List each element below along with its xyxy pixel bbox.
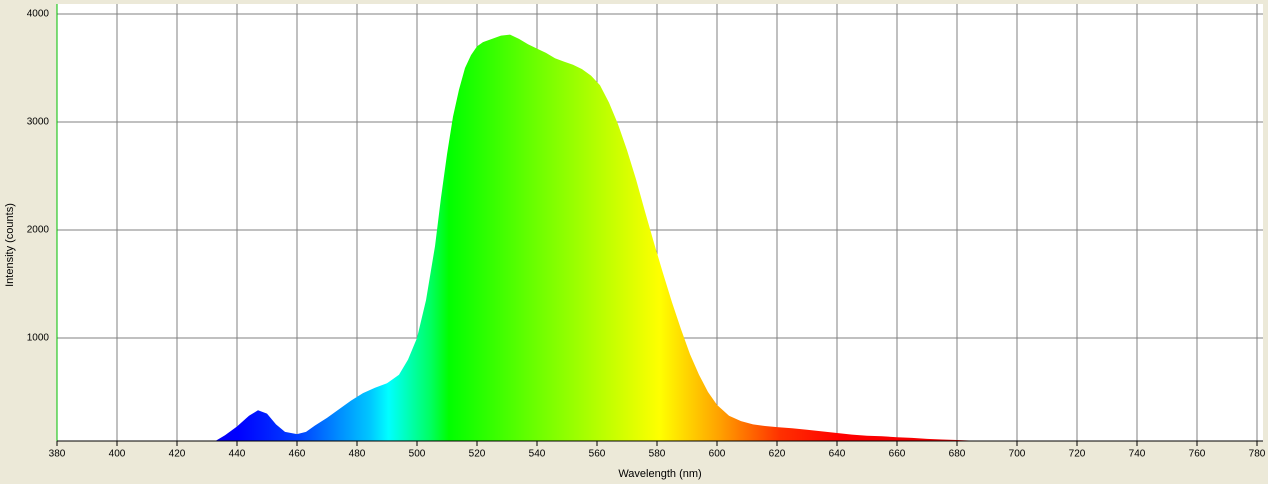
y-tick-label: 1000: [27, 333, 50, 344]
x-tick-label: 380: [49, 449, 66, 460]
x-tick-label: 680: [949, 449, 966, 460]
x-tick-label: 580: [649, 449, 666, 460]
x-tick-label: 660: [889, 449, 906, 460]
x-tick-label: 600: [709, 449, 726, 460]
spectrum-area: [216, 34, 972, 441]
y-axis-label: Intensity (counts): [4, 203, 16, 287]
x-tick-label: 740: [1129, 449, 1146, 460]
x-tick-label: 540: [529, 449, 546, 460]
x-tick-label: 500: [409, 449, 426, 460]
x-tick-label: 400: [109, 449, 126, 460]
x-tick-label: 700: [1009, 449, 1026, 460]
y-tick-label: 3000: [27, 117, 50, 128]
x-tick-label: 560: [589, 449, 606, 460]
x-tick-label: 440: [229, 449, 246, 460]
x-tick-label: 480: [349, 449, 366, 460]
y-tick-label: 4000: [27, 9, 50, 20]
x-tick-label: 420: [169, 449, 186, 460]
x-tick-label: 720: [1069, 449, 1086, 460]
x-tick-label: 780: [1249, 449, 1266, 460]
x-tick-label: 460: [289, 449, 306, 460]
x-tick-label: 520: [469, 449, 486, 460]
x-tick-label: 760: [1189, 449, 1206, 460]
x-tick-label: 620: [769, 449, 786, 460]
y-tick-label: 2000: [27, 225, 50, 236]
x-axis-label: Wavelength (nm): [618, 468, 701, 480]
x-tick-label: 640: [829, 449, 846, 460]
